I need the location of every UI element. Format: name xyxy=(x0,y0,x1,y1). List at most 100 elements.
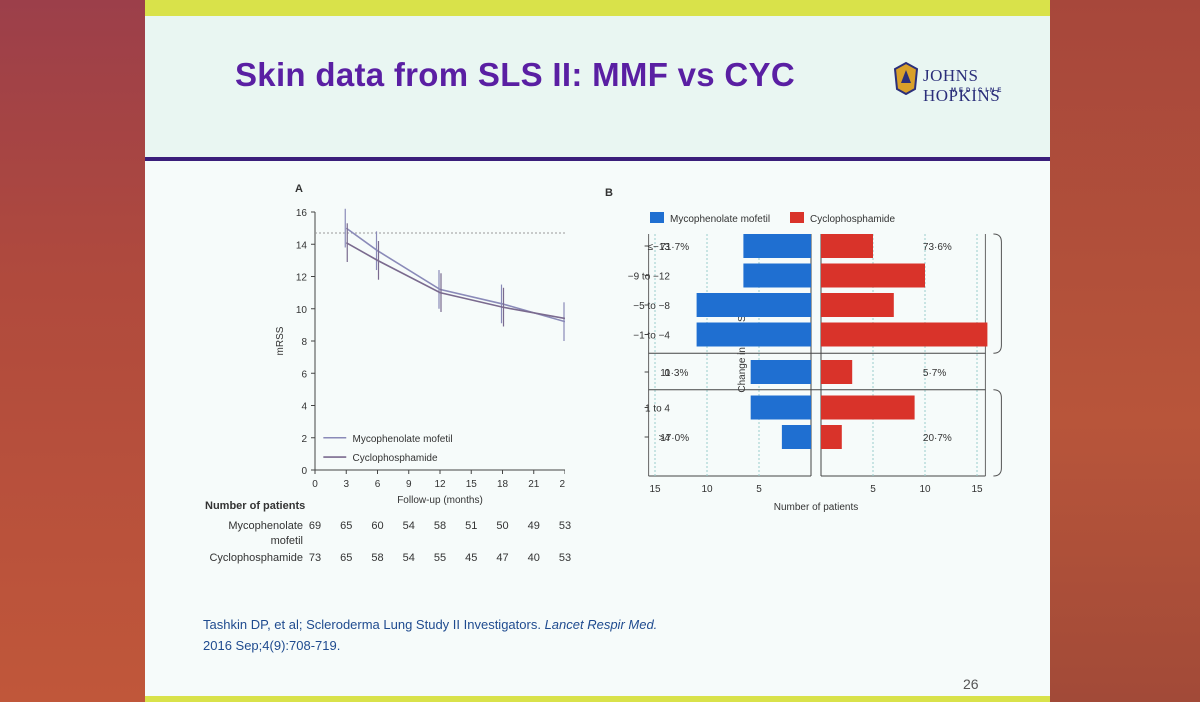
patients-count: 49 xyxy=(527,520,540,532)
panel-a-y-tick-label: 6 xyxy=(301,369,307,380)
patients-count: 53 xyxy=(558,552,572,564)
panel-b-category-label: −9 to −12 xyxy=(628,272,671,283)
panel-b-group-label-improved: Improved xyxy=(1014,279,1015,321)
chart-panel-a: A024681012141603691215182124Follow-up (m… xyxy=(275,183,565,506)
panel-a-x-tick-label: 21 xyxy=(528,479,540,490)
panel-b-percentage-annotation: 11·3% xyxy=(660,368,688,379)
panel-a-y-tick-label: 4 xyxy=(301,402,307,413)
johns-hopkins-logo: JOHNS HOPKINS MEDICINE xyxy=(893,61,1043,105)
panel-a-series-line-1 xyxy=(345,241,565,320)
panel-b-percentage-annotation: 20·7% xyxy=(923,433,952,444)
panel-b-bar-cyc xyxy=(821,395,915,420)
panel-b-category-label: −5 to −8 xyxy=(633,301,670,312)
panel-b-bar-mmf xyxy=(743,263,811,288)
patients-count: 50 xyxy=(496,520,509,532)
page-number: 26 xyxy=(963,676,979,692)
panel-b-category-label: >4 xyxy=(659,433,671,444)
panel-b-x-tick-label: 10 xyxy=(919,484,931,495)
panel-b-category-label: 1 to 4 xyxy=(645,404,670,415)
shield-icon xyxy=(893,61,919,95)
panel-b-bar-cyc xyxy=(821,234,873,258)
panel-a-x-tick-label: 15 xyxy=(466,479,478,490)
panel-a-y-tick-label: 12 xyxy=(296,273,308,284)
panel-a-x-tick-label: 18 xyxy=(497,479,509,490)
panel-a-x-tick-label: 12 xyxy=(434,479,446,490)
panel-b-bar-mmf xyxy=(743,234,811,258)
panel-b-bar-mmf xyxy=(750,360,811,384)
citation-details: 2016 Sep;4(9):708-719. xyxy=(203,638,341,653)
panel-a-y-tick-label: 16 xyxy=(296,208,308,219)
panel-b-x-tick-label: 5 xyxy=(756,484,762,495)
patients-count: 54 xyxy=(402,552,415,564)
citation-journal: Lancet Respir Med. xyxy=(544,617,658,632)
patients-count: 60 xyxy=(371,520,384,532)
panel-b-x-label: Number of patients xyxy=(774,502,859,513)
slide-header: Skin data from SLS II: MMF vs CYC JOHNS … xyxy=(145,16,1050,157)
panel-a-y-tick-label: 0 xyxy=(301,466,307,477)
citation: Tashkin DP, et al; Scleroderma Lung Stud… xyxy=(203,614,657,656)
presentation-slide: Skin data from SLS II: MMF vs CYC JOHNS … xyxy=(145,0,1050,702)
patients-table: Number of patients Mycophenolate mofetil 69… xyxy=(205,500,571,580)
panel-b-x-tick-label: 15 xyxy=(971,484,983,495)
panel-a-letter: A xyxy=(295,183,303,195)
patients-count: 45 xyxy=(465,552,478,564)
logo-text: JOHNS HOPKINS xyxy=(923,66,1001,105)
panel-b-bar-mmf xyxy=(781,425,811,449)
patients-count: 40 xyxy=(527,552,540,564)
panel-a-x-label: Follow-up (months) xyxy=(397,495,483,506)
patients-header: Number of patients xyxy=(205,500,306,512)
panel-b-legend-swatch xyxy=(650,212,664,223)
room-background-left xyxy=(0,0,145,702)
panel-b-percentage-annotation: 17·0% xyxy=(660,433,689,444)
patients-count: 69 xyxy=(308,520,322,532)
patients-row-label: Mycophenolate xyxy=(228,520,303,532)
panel-b-bar-cyc xyxy=(821,263,925,288)
room-background-right xyxy=(1045,0,1200,702)
panel-a-y-label: mRSS xyxy=(275,326,286,355)
patients-row-label-continued: mofetil xyxy=(270,535,303,547)
panel-b-legend-label: Cyclophosphamide xyxy=(810,214,895,225)
panel-a-series-line-0 xyxy=(345,227,565,323)
patients-count: 58 xyxy=(371,552,384,564)
panel-a-y-tick-label: 8 xyxy=(301,337,307,348)
panel-b-improved-bracket xyxy=(993,233,1002,354)
patients-count: 65 xyxy=(340,520,353,532)
panel-b-bar-cyc xyxy=(821,360,853,384)
panel-b-percentage-annotation: 71·7% xyxy=(660,242,689,253)
panel-a-x-tick-label: 9 xyxy=(406,479,412,490)
citation-authors: Tashkin DP, et al; Scleroderma Lung Stud… xyxy=(203,617,545,632)
patients-count: 55 xyxy=(433,552,447,564)
panel-b-bar-mmf xyxy=(750,395,811,420)
patients-count: 51 xyxy=(465,520,478,532)
panel-a-x-tick-label: 6 xyxy=(375,479,381,490)
panel-a-x-tick-label: 0 xyxy=(312,479,318,490)
panel-b-letter: B xyxy=(605,187,613,199)
panel-b-category-label: 0 xyxy=(664,368,670,379)
panel-b-bar-mmf xyxy=(696,293,811,317)
panel-a-legend-label: Cyclophosphamide xyxy=(353,453,438,464)
panel-b-bar-cyc xyxy=(821,425,842,449)
panel-b-category-label: ≤−13 xyxy=(648,242,671,253)
patients-count: 47 xyxy=(496,552,509,564)
panel-b-group-label-decreased: Decreased xyxy=(1014,409,1015,457)
chart-panel-b: B Mycophenolate mofetil Cyclophosphamide 15… xyxy=(605,187,1015,513)
patients-count: 73 xyxy=(308,552,322,564)
panel-b-y-label: Change in mRSS xyxy=(737,315,748,393)
panel-a-legend-label: Mycophenolate mofetil xyxy=(353,434,453,445)
patients-count: 58 xyxy=(433,520,447,532)
panel-b-bar-mmf xyxy=(696,322,811,347)
patients-row-label: Cyclophosphamide xyxy=(209,552,303,564)
slide-title: Skin data from SLS II: MMF vs CYC xyxy=(235,56,795,93)
panel-a-y-tick-label: 14 xyxy=(296,240,308,251)
panel-b-bar-cyc xyxy=(821,293,894,317)
panel-a-x-tick-label: 24 xyxy=(559,479,565,490)
panel-b-percentage-annotation: 5·7% xyxy=(923,368,946,379)
panel-b-x-tick-label: 5 xyxy=(870,484,876,495)
panel-b-legend-label: Mycophenolate mofetil xyxy=(670,214,770,225)
patients-count: 53 xyxy=(558,520,572,532)
panel-a-y-tick-label: 10 xyxy=(296,305,308,316)
logo-subtext: MEDICINE xyxy=(951,88,1005,94)
panel-b-category-label: −1 to −4 xyxy=(633,331,670,342)
panel-b-x-tick-label: 10 xyxy=(701,484,713,495)
panel-b-x-tick-label: 15 xyxy=(649,484,661,495)
